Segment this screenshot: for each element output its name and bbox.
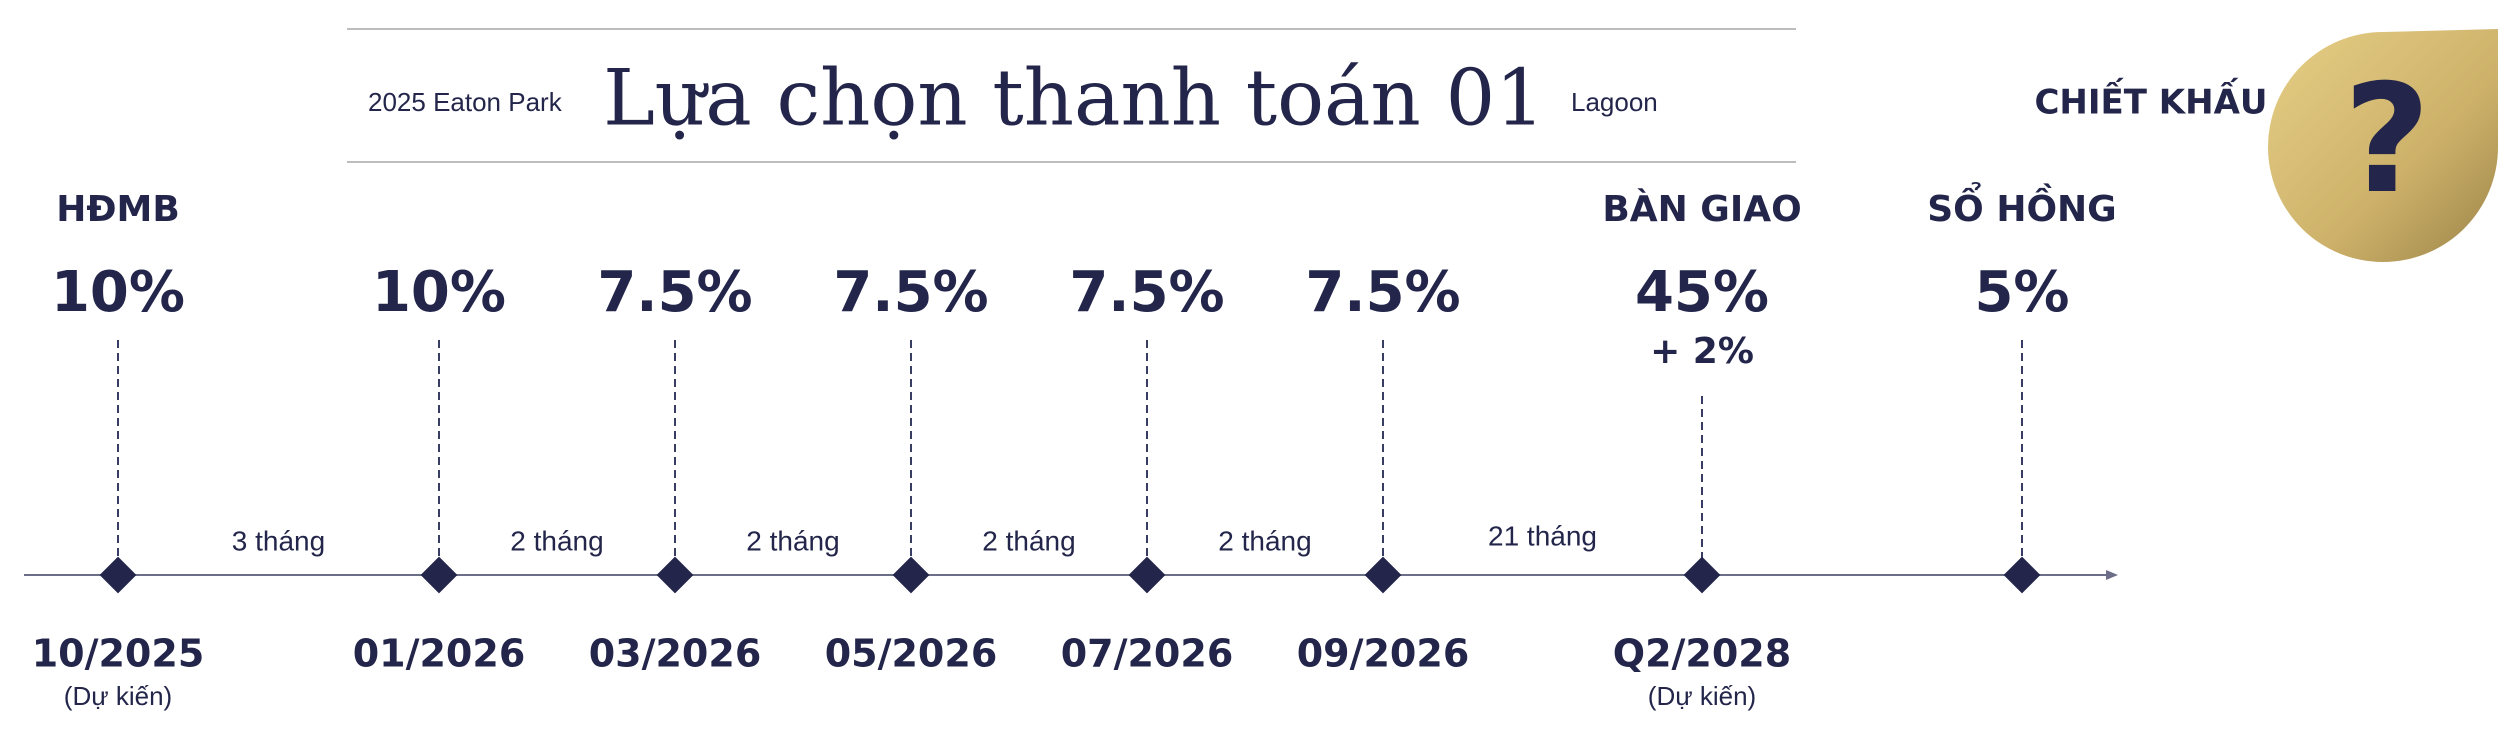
interval-label: 21 tháng bbox=[1488, 520, 1597, 551]
discount-label: CHIẾT KHẤU bbox=[2034, 78, 2267, 123]
milestone-marker bbox=[656, 556, 694, 594]
milestone-date: 01/2026 bbox=[353, 632, 526, 676]
milestone-percent: 45% bbox=[1635, 260, 1769, 325]
milestone-date: 09/2026 bbox=[1297, 632, 1470, 676]
milestone-percent: 7.5% bbox=[1069, 260, 1224, 325]
axis-arrow bbox=[2106, 570, 2118, 580]
interval-label: 2 tháng bbox=[1218, 525, 1311, 556]
discount-badge bbox=[2268, 29, 2498, 262]
milestone-note: (Dự kiến) bbox=[1648, 681, 1756, 711]
milestone-percent: 7.5% bbox=[833, 260, 988, 325]
milestone-heading: HĐMB bbox=[56, 189, 180, 230]
interval-label: 2 tháng bbox=[746, 525, 839, 556]
interval-label: 3 tháng bbox=[232, 525, 325, 556]
milestone-percent: 10% bbox=[372, 260, 506, 325]
milestone-marker bbox=[892, 556, 930, 594]
milestone-percent: 7.5% bbox=[1305, 260, 1460, 325]
milestone-percent: 5% bbox=[1974, 260, 2069, 325]
milestone-date: 10/2025 bbox=[32, 632, 205, 676]
milestone-date: 07/2026 bbox=[1061, 632, 1234, 676]
milestone-note: (Dự kiến) bbox=[64, 681, 172, 711]
milestone-date: 03/2026 bbox=[589, 632, 762, 676]
header-left: 2025 Eaton Park bbox=[368, 87, 563, 117]
milestone-heading: SỔ HỒNG bbox=[1927, 182, 2116, 230]
milestone-marker bbox=[1128, 556, 1166, 594]
milestone-marker bbox=[420, 556, 458, 594]
milestone-date: 05/2026 bbox=[825, 632, 998, 676]
discount-icon: ? bbox=[2343, 53, 2430, 227]
milestone-heading: BÀN GIAO bbox=[1602, 188, 1801, 230]
milestone-marker bbox=[99, 556, 137, 594]
interval-label: 2 tháng bbox=[510, 525, 603, 556]
header-title: Lựa chọn thanh toán 01 bbox=[603, 54, 1545, 144]
interval-label: 2 tháng bbox=[982, 525, 1075, 556]
milestone-marker bbox=[1364, 556, 1402, 594]
milestone-marker bbox=[2003, 556, 2041, 594]
milestone-percent: 10% bbox=[51, 260, 185, 325]
header-right: Lagoon bbox=[1571, 87, 1658, 117]
milestone-extra: + 2% bbox=[1650, 331, 1754, 372]
milestone-percent: 7.5% bbox=[597, 260, 752, 325]
milestone-date: Q2/2028 bbox=[1613, 632, 1791, 676]
milestone-marker bbox=[1683, 556, 1721, 594]
